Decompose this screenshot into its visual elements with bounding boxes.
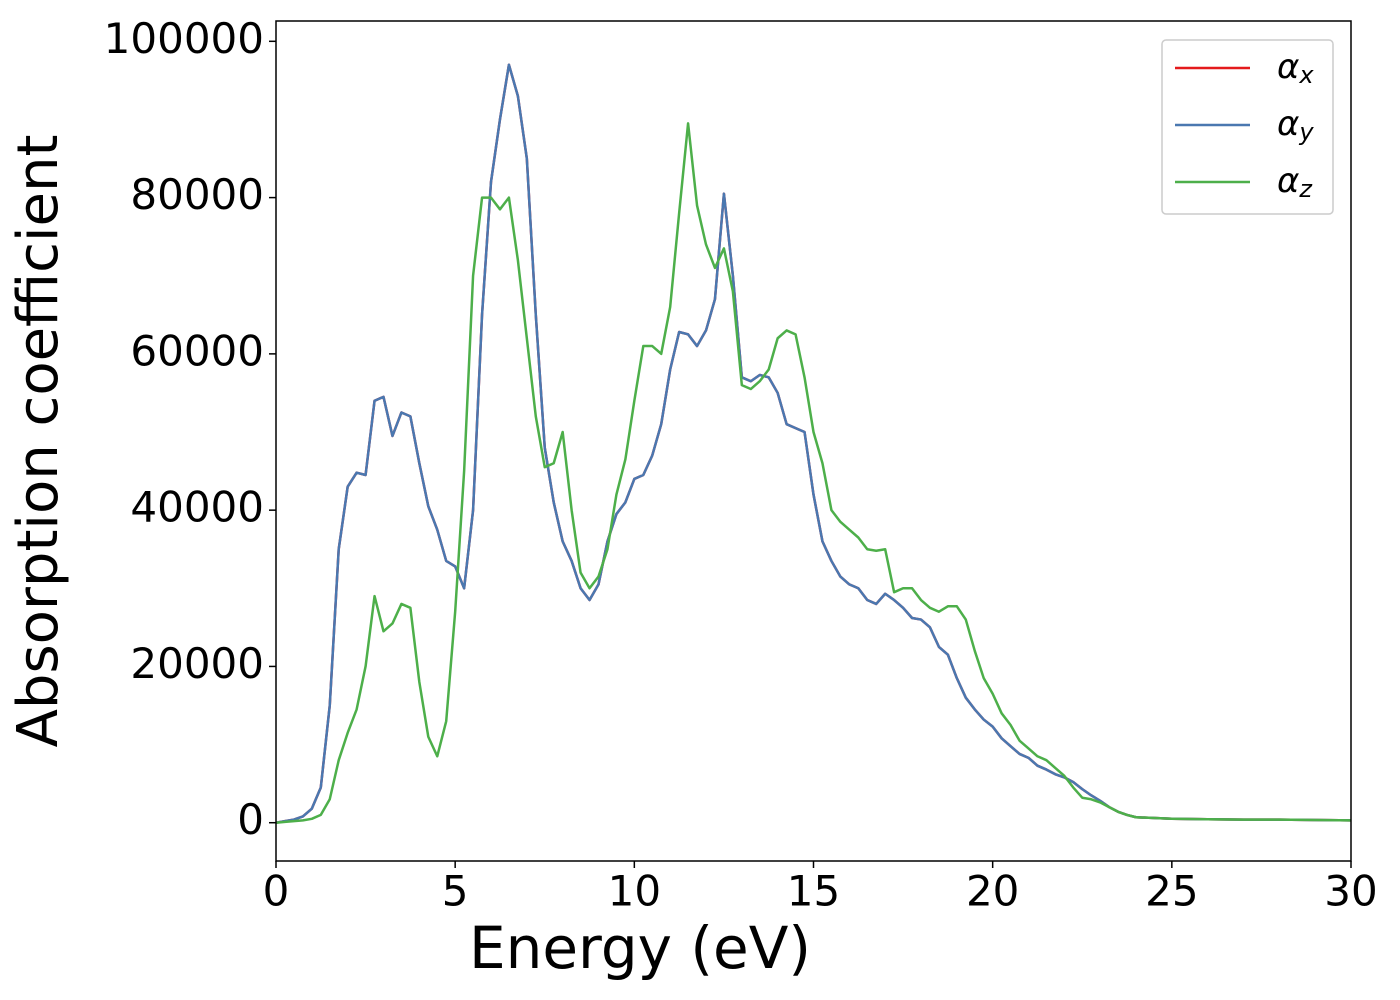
x-tick-label: 25 (1145, 867, 1198, 916)
legend-label: αx (1277, 47, 1314, 90)
plot-frame (275, 20, 1352, 862)
legend-label: αy (1277, 104, 1314, 147)
legend: αx αy αz (1161, 39, 1334, 215)
legend-label: αz (1277, 161, 1313, 204)
x-tick-label: 10 (608, 867, 661, 916)
x-tick-label: 30 (1324, 867, 1377, 916)
y-tick-label: 80000 (130, 170, 264, 219)
x-tick-label: 20 (966, 867, 1019, 916)
x-tick-label: 0 (263, 867, 290, 916)
y-tick-label: 40000 (130, 483, 264, 532)
x-tick-label: 5 (442, 867, 469, 916)
y-tick-label: 60000 (130, 326, 264, 375)
y-axis-label: Absorption coefficient (6, 135, 71, 748)
legend-box (1161, 39, 1334, 215)
series-line (275, 122, 1352, 824)
x-tick-label: 15 (787, 867, 840, 916)
y-tick-label: 100000 (104, 14, 264, 63)
y-tick-label: 0 (237, 795, 264, 844)
y-tick-label: 20000 (130, 639, 264, 688)
series-line (275, 63, 1352, 824)
x-axis-label: Energy (eV) (469, 914, 811, 982)
